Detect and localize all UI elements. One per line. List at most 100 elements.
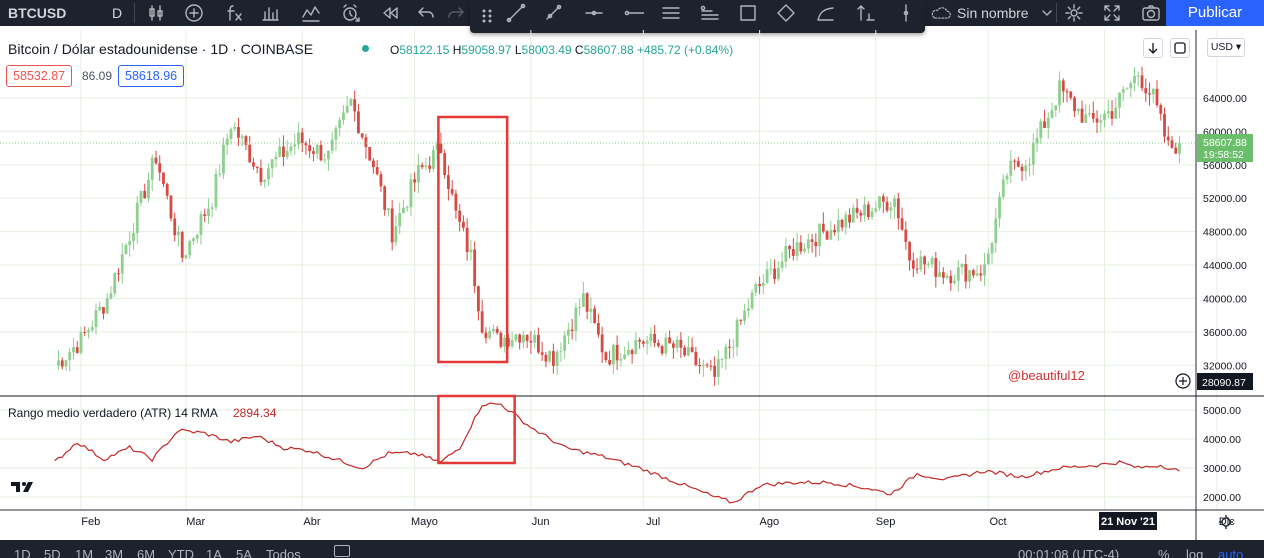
candle [986,248,990,265]
candle [469,239,473,261]
candle-body [559,350,563,352]
candle [1088,105,1091,117]
candle [147,172,150,203]
replay-icon[interactable] [379,2,401,24]
symbol-title[interactable]: Bitcoin / Dólar estadounidense · 1D · CO… [8,41,314,57]
range-ytd[interactable]: YTD [168,547,194,558]
candle-body [518,334,522,343]
candle [1013,159,1016,170]
candle-body [68,352,72,361]
range-5d[interactable]: 5D [44,547,61,558]
log-toggle[interactable]: log [1186,547,1204,558]
candle [514,333,518,343]
watermark-text: @beautiful12 [1008,368,1085,383]
indicator-icon[interactable] [300,2,322,24]
candle [210,203,214,218]
percent-toggle[interactable]: % [1158,547,1170,558]
candle [244,135,248,151]
timezone-clock[interactable]: 00:01:08 (UTC-4) [1018,547,1120,558]
candle-body [1084,114,1088,123]
candle [293,133,297,155]
candle-body [1140,75,1144,89]
horizontal-line-icon[interactable] [622,2,644,24]
candle [934,252,938,288]
candle [780,251,784,272]
auto-toggle[interactable]: auto [1218,547,1244,558]
brush-icon[interactable] [542,2,564,24]
candle-body [1069,91,1073,98]
undo-icon[interactable] [415,2,437,24]
horizontal-ray-icon[interactable] [583,2,605,24]
candle [222,137,225,179]
interval-selector[interactable]: D [112,5,123,21]
vertical-line-icon[interactable] [895,2,917,24]
candle [1174,142,1178,154]
candle-body [1129,83,1133,89]
candle [1103,110,1106,128]
candle [941,267,945,285]
candle [926,261,930,269]
trendline-icon[interactable] [505,2,527,24]
maximize-pane-button[interactable] [1170,38,1190,58]
polyline-icon[interactable] [815,2,837,24]
pitchfork-icon[interactable] [699,2,721,24]
candle-body [210,207,214,209]
candle [765,261,769,285]
candle-body [282,146,285,157]
candle-body [297,132,300,145]
add-icon[interactable] [183,2,205,24]
candle-body [315,144,319,154]
candle [338,117,342,137]
range-3m[interactable]: 3M [105,547,124,558]
candle-body [484,332,488,339]
fx-icon[interactable] [223,2,245,24]
range-1a[interactable]: 1A [206,547,222,558]
bar-chart-icon[interactable] [259,2,281,24]
ellipse-icon[interactable] [775,2,797,24]
candle [923,255,926,275]
fib-icon[interactable] [855,2,877,24]
candle [638,337,642,349]
candle [1031,133,1035,175]
candle-body [1016,161,1020,167]
candle-body [986,253,990,265]
redo-icon[interactable] [445,2,467,24]
y-tick-label: 64000.00 [1203,93,1247,105]
parallel-channel-icon[interactable] [660,2,682,24]
fullscreen-icon[interactable] [1101,2,1123,24]
candle-body [1080,108,1084,123]
buy-button[interactable]: 58618.96 [118,65,185,87]
bottom-toolbar: 1D 5D 1M 3M 6M YTD 1A 5A Todos 00:01:08 … [0,540,1264,558]
alert-icon[interactable] [339,2,361,24]
rectangle-icon[interactable] [737,2,759,24]
gear-icon[interactable] [1063,2,1085,24]
layout-name[interactable]: Sin nombre [957,5,1029,21]
candles-icon[interactable] [145,2,167,24]
symbol-search[interactable]: BTCUSD [8,5,67,21]
calendar-icon[interactable] [334,545,350,557]
candle [589,297,593,324]
candle-body [713,365,717,377]
candle-body [581,293,585,307]
candle [1005,173,1009,185]
drag-handle-icon[interactable] [476,5,492,27]
currency-selector[interactable]: USD ▾ [1207,38,1245,57]
chevron-down-icon[interactable] [1036,2,1052,24]
camera-icon[interactable] [1140,2,1162,24]
range-1d[interactable]: 1D [14,547,31,558]
scroll-down-button[interactable] [1143,38,1163,58]
range-1m[interactable]: 1M [75,547,94,558]
publish-button[interactable]: Publicar [1166,0,1264,26]
range-5a[interactable]: 5A [236,547,252,558]
cloud-icon[interactable] [930,2,956,24]
candle [956,259,960,292]
atr-indicator-title[interactable]: Rango medio verdadero (ATR) 14 RMA [8,406,218,420]
candle [315,143,319,160]
range-6m[interactable]: 6M [137,547,156,558]
candle-body [473,249,477,287]
sell-button[interactable]: 58532.87 [6,65,73,87]
candle-body [462,221,465,228]
range-all[interactable]: Todos [266,547,301,558]
candle-body [844,214,848,228]
